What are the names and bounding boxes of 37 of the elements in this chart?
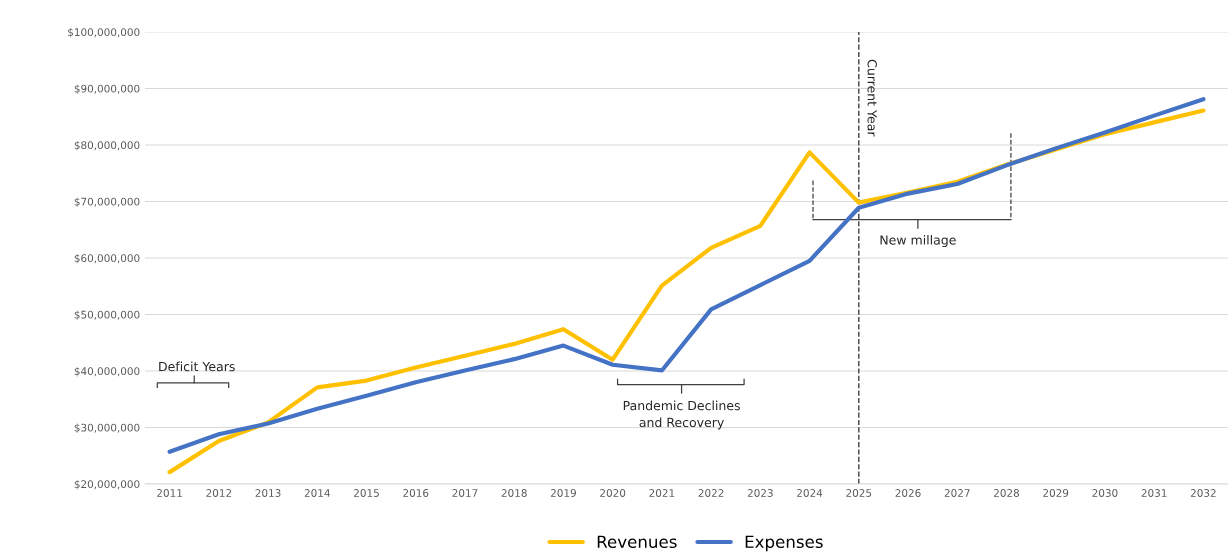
legend-label: Revenues xyxy=(597,535,677,549)
x-tick-label: 2014 xyxy=(304,489,330,497)
x-tick-label: 2025 xyxy=(846,489,872,497)
x-tick-label: 2018 xyxy=(501,489,527,497)
x-tick-label: 2031 xyxy=(1141,489,1167,497)
ref-line-label: Current Year xyxy=(867,59,877,137)
annotation: Pandemic Declines and Recovery xyxy=(623,400,740,430)
x-tick-label: 2023 xyxy=(747,489,773,497)
y-tick-label: $60,000,000 xyxy=(74,254,140,264)
x-tick-label: 2013 xyxy=(255,489,281,497)
y-tick-label: $80,000,000 xyxy=(74,141,140,151)
annotation: New millage xyxy=(880,235,956,248)
y-tick-label: $70,000,000 xyxy=(74,197,140,207)
y-tick-label: $30,000,000 xyxy=(74,423,140,433)
x-tick-label: 2026 xyxy=(895,489,921,497)
x-tick-label: 2021 xyxy=(649,489,675,497)
x-tick-label: 2015 xyxy=(354,489,379,497)
x-tick-label: 2017 xyxy=(452,489,478,497)
x-tick-label: 2016 xyxy=(403,489,429,497)
y-tick-label: $90,000,000 xyxy=(74,84,140,94)
y-tick-label: $40,000,000 xyxy=(74,367,140,377)
y-tick-label: $50,000,000 xyxy=(74,310,140,320)
x-tick-label: 2032 xyxy=(1190,489,1216,497)
legend-label: Expenses xyxy=(745,535,823,552)
x-tick-label: 2029 xyxy=(1043,489,1069,497)
annotation: Deficit Years xyxy=(159,361,235,372)
y-tick-label: $100,000,000 xyxy=(68,28,140,38)
y-tick-label: $20,000,000 xyxy=(74,480,140,490)
x-tick-label: 2012 xyxy=(206,489,232,497)
x-tick-label: 2022 xyxy=(698,489,724,497)
x-tick-label: 2030 xyxy=(1092,489,1118,497)
x-tick-label: 2011 xyxy=(157,489,182,497)
x-tick-label: 2024 xyxy=(797,489,823,497)
x-tick-label: 2020 xyxy=(600,489,626,497)
x-tick-label: 2028 xyxy=(993,489,1020,497)
x-tick-label: 2019 xyxy=(550,489,576,497)
x-tick-label: 2027 xyxy=(944,489,970,497)
